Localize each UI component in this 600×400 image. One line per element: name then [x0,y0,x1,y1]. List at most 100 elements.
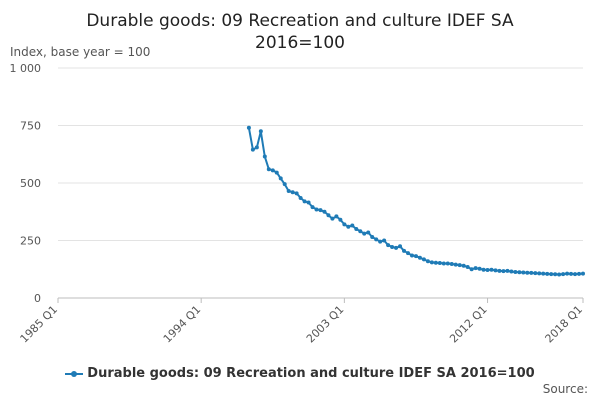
data-point [354,227,359,231]
y-axis-label: Index, base year = 100 [10,45,151,59]
data-point [326,213,331,218]
x-tick-label: 2018 Q1 [543,303,586,346]
data-point [362,231,367,236]
data-point [322,209,327,214]
y-tick-label: 1 000 [10,62,42,75]
y-tick-label: 500 [20,177,41,190]
data-point [374,237,379,242]
data-point [533,271,538,276]
x-tick-label: 2012 Q1 [447,303,490,346]
data-point [461,263,466,268]
data-point [358,229,363,234]
legend[interactable]: Durable goods: 09 Recreation and culture… [0,366,600,381]
x-tick-label: 1985 Q1 [18,303,61,346]
data-point [449,261,454,266]
data-point [382,238,387,243]
data-point [485,267,490,272]
data-point [250,147,255,152]
data-point [529,270,534,275]
data-point [286,189,291,194]
data-point [314,207,319,212]
data-point [441,261,446,266]
data-point [346,224,351,229]
x-tick-label: 2003 Q1 [304,303,347,346]
data-point [258,129,263,134]
data-point [417,255,422,260]
data-point [378,239,383,244]
data-point [394,245,399,250]
data-point [294,191,299,196]
data-point [577,271,582,276]
data-point [541,271,546,276]
data-point [565,271,570,276]
data-point [429,260,434,265]
y-tick-label: 250 [20,235,41,248]
data-point [330,216,335,221]
data-point [350,223,355,228]
data-point [338,217,343,222]
chart-title: Durable goods: 09 Recreation and culture… [86,11,514,53]
data-point [501,269,506,274]
data-point [537,271,542,276]
data-point [318,208,323,213]
data-point [246,125,251,130]
data-point [386,243,391,248]
data-point [513,270,518,275]
data-point [290,190,295,195]
data-point [493,268,498,273]
data-point [254,145,259,150]
data-point [581,271,585,276]
data-point [274,170,279,175]
data-point [561,272,566,277]
data-point [545,271,550,276]
x-tick-label: 1994 Q1 [161,303,204,346]
data-point [477,266,482,271]
data-point [425,259,430,264]
data-point [445,261,450,266]
data-point [573,272,578,277]
data-point [569,271,574,276]
data-point [402,248,407,253]
data-point [406,251,410,256]
data-point [489,267,494,272]
data-point [553,272,558,277]
data-point [509,269,514,274]
data-point [342,222,347,227]
y-tick-label: 0 [34,292,41,305]
data-point [497,268,502,273]
data-point [270,168,275,173]
data-point [505,268,510,273]
data-point [409,253,414,258]
data-point [334,214,339,219]
data-point [262,154,267,159]
data-point [457,263,462,268]
legend-swatch [65,369,84,379]
data-point [473,266,478,271]
data-point [453,262,458,267]
data-point [437,261,442,266]
data-point [278,176,283,181]
data-point [465,264,470,269]
data-point [521,270,526,275]
data-point [481,267,486,272]
data-point [390,244,395,249]
data-point [282,182,287,187]
data-point [298,195,303,200]
data-point [549,272,554,277]
data-point [413,254,418,259]
data-point [433,260,438,265]
data-point [517,270,522,275]
data-point [469,267,474,272]
y-tick-label: 750 [20,120,41,133]
legend-label: Durable goods: 09 Recreation and culture… [87,366,535,381]
data-point [306,200,311,205]
data-point [525,270,530,275]
data-point [398,244,403,249]
data-point [302,199,307,204]
data-point [557,272,562,277]
source-label: Source: [542,382,588,396]
data-point [266,167,271,172]
series-line [247,127,584,276]
data-point [310,205,315,210]
